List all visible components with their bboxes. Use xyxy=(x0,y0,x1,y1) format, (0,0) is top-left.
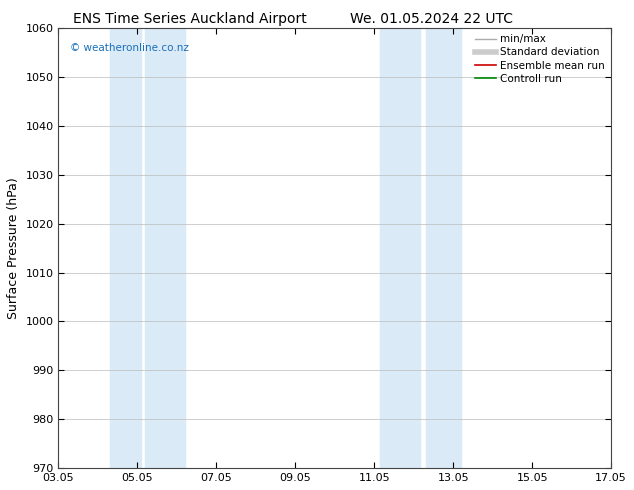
Text: © weatheronline.co.nz: © weatheronline.co.nz xyxy=(70,44,188,53)
Text: We. 01.05.2024 22 UTC: We. 01.05.2024 22 UTC xyxy=(349,12,513,26)
Y-axis label: Surface Pressure (hPa): Surface Pressure (hPa) xyxy=(7,177,20,319)
Bar xyxy=(425,28,461,468)
Legend: min/max, Standard deviation, Ensemble mean run, Controll run: min/max, Standard deviation, Ensemble me… xyxy=(471,30,609,88)
Bar xyxy=(145,28,185,468)
Text: ENS Time Series Auckland Airport: ENS Time Series Auckland Airport xyxy=(74,12,307,26)
Bar xyxy=(380,28,420,468)
Bar xyxy=(110,28,141,468)
